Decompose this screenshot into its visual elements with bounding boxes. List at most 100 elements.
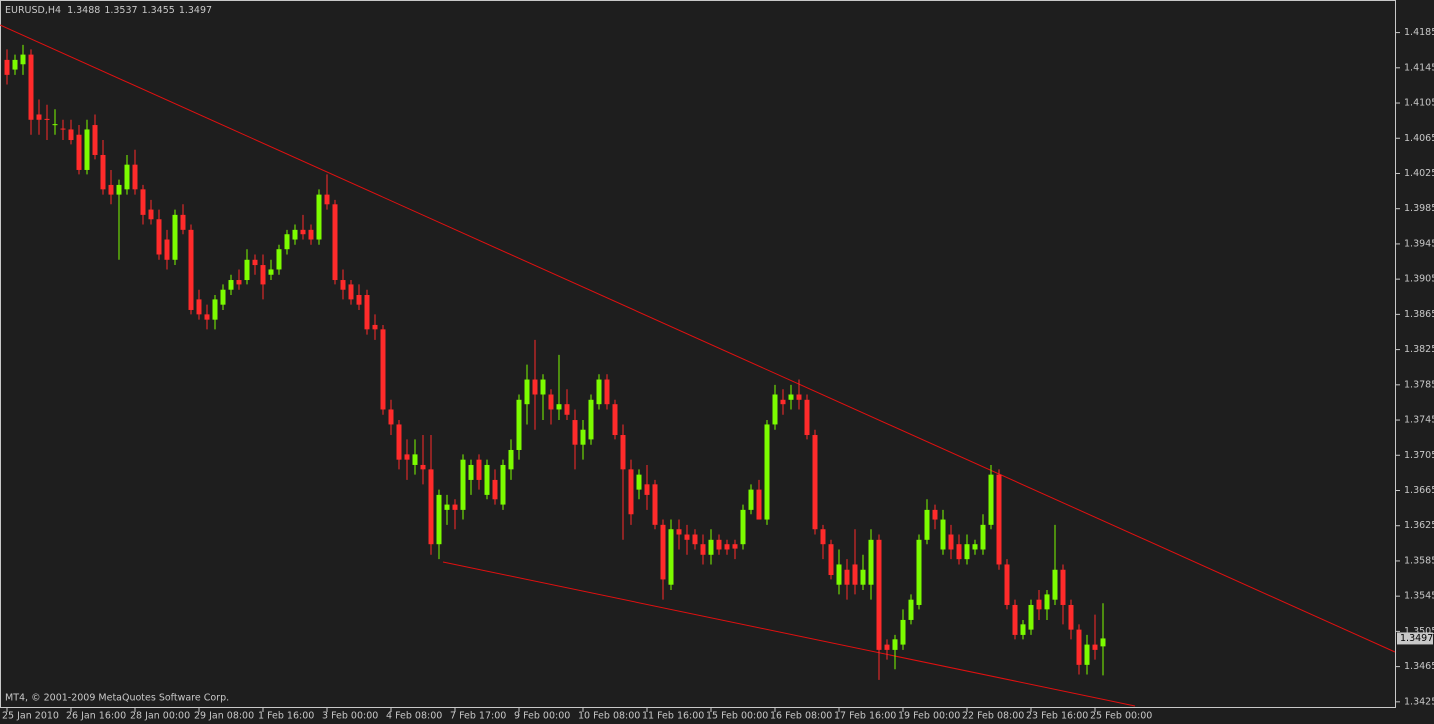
candle-body (468, 464, 474, 480)
candle-body (276, 249, 282, 270)
candle-body (428, 469, 434, 545)
candle-body (268, 269, 274, 275)
last-high: 1.3537 (104, 5, 137, 16)
candle-body (348, 284, 354, 300)
candle-body (612, 404, 618, 436)
y-tick-label: 1.3745 (1404, 415, 1434, 426)
candle-body (1092, 644, 1098, 650)
candle-body (852, 564, 858, 585)
candle-body (996, 474, 1002, 565)
candle-body (972, 544, 978, 550)
candle-body (812, 435, 818, 530)
candle-body (684, 534, 690, 540)
candle-body (1028, 604, 1034, 630)
x-tick-label: 25 Feb 00:00 (1090, 711, 1152, 722)
price-label: 1.3497 (1400, 633, 1433, 644)
candle-body (932, 509, 938, 520)
candle-body (780, 399, 786, 405)
last-close: 1.3497 (179, 5, 212, 16)
candle-body (900, 619, 906, 645)
candle-body (572, 420, 578, 445)
candle-body (772, 394, 778, 425)
candle-body (1052, 569, 1058, 600)
candle-body (644, 484, 650, 495)
candle-body (68, 129, 74, 141)
candle-body (1044, 594, 1050, 610)
candle-body (1076, 629, 1082, 665)
candle-body (908, 599, 914, 620)
y-tick-label: 1.3985 (1404, 203, 1434, 214)
candle-body (1004, 564, 1010, 605)
candle-body (116, 184, 122, 195)
candle-body (180, 214, 186, 230)
x-tick-label: 7 Feb 17:00 (450, 711, 506, 722)
candle-body (108, 184, 114, 195)
candle-body (292, 229, 298, 240)
candle-body (860, 569, 866, 585)
y-tick-label: 1.3665 (1404, 485, 1434, 496)
x-tick-label: 26 Jan 16:00 (66, 711, 126, 722)
candle-body (332, 204, 338, 281)
candle-body (588, 399, 594, 440)
candle-body (732, 544, 738, 549)
candle-body (20, 54, 26, 65)
candle-body (892, 639, 898, 650)
candle-body (580, 429, 586, 445)
candle-body (804, 399, 810, 436)
candle-body (636, 474, 642, 490)
y-tick-label: 1.3825 (1404, 344, 1434, 355)
candle-body (764, 424, 770, 520)
candle-body (444, 504, 450, 510)
candle-body (788, 394, 794, 400)
x-tick-label: 16 Feb 08:00 (770, 711, 832, 722)
candle-body (940, 519, 946, 550)
x-tick-label: 4 Feb 08:00 (386, 711, 442, 722)
y-tick-label: 1.4065 (1404, 133, 1434, 144)
candle-body (956, 544, 962, 560)
candle-body (700, 544, 706, 555)
candle-body (724, 544, 730, 550)
y-tick-label: 1.4185 (1404, 27, 1434, 38)
x-tick-label: 11 Feb 16:00 (642, 711, 704, 722)
x-tick-label: 29 Jan 08:00 (194, 711, 254, 722)
candle-body (140, 189, 146, 215)
candle-body (1020, 624, 1026, 635)
last-open: 1.3488 (67, 5, 100, 16)
x-tick-label: 10 Feb 08:00 (578, 711, 640, 722)
candle-body (1012, 604, 1018, 635)
candle-body (60, 128, 66, 130)
candle-body (324, 194, 330, 205)
candle-body (1060, 569, 1066, 605)
y-tick-label: 1.4105 (1404, 98, 1434, 109)
chart-header: EURUSD,H4 1.3488 1.3537 1.3455 1.3497 (5, 5, 212, 16)
candle-body (924, 509, 930, 540)
candle-body (708, 539, 714, 555)
candle-body (436, 494, 442, 545)
candle-body (204, 314, 210, 320)
candle-body (156, 219, 162, 255)
candle-body (988, 474, 994, 525)
candle-body (844, 569, 850, 585)
candle-body (404, 454, 410, 460)
candle-body (756, 489, 762, 520)
candle-body (260, 265, 266, 285)
candle-body (396, 424, 402, 460)
candle-body (364, 295, 370, 330)
candle-body (604, 379, 610, 405)
last-low: 1.3455 (142, 5, 175, 16)
candle-body (4, 59, 10, 75)
candle-body (300, 229, 306, 235)
candle-body (1036, 599, 1042, 610)
candle-body (876, 539, 882, 650)
x-tick-label: 3 Feb 00:00 (322, 711, 378, 722)
candle-body (484, 464, 490, 495)
candle-body (540, 379, 546, 395)
x-tick-label: 17 Feb 16:00 (834, 711, 896, 722)
candle-body (340, 280, 346, 290)
y-tick-label: 1.4145 (1404, 62, 1434, 73)
candle-body (668, 529, 674, 585)
candle-body (884, 644, 890, 650)
candle-body (476, 459, 482, 480)
